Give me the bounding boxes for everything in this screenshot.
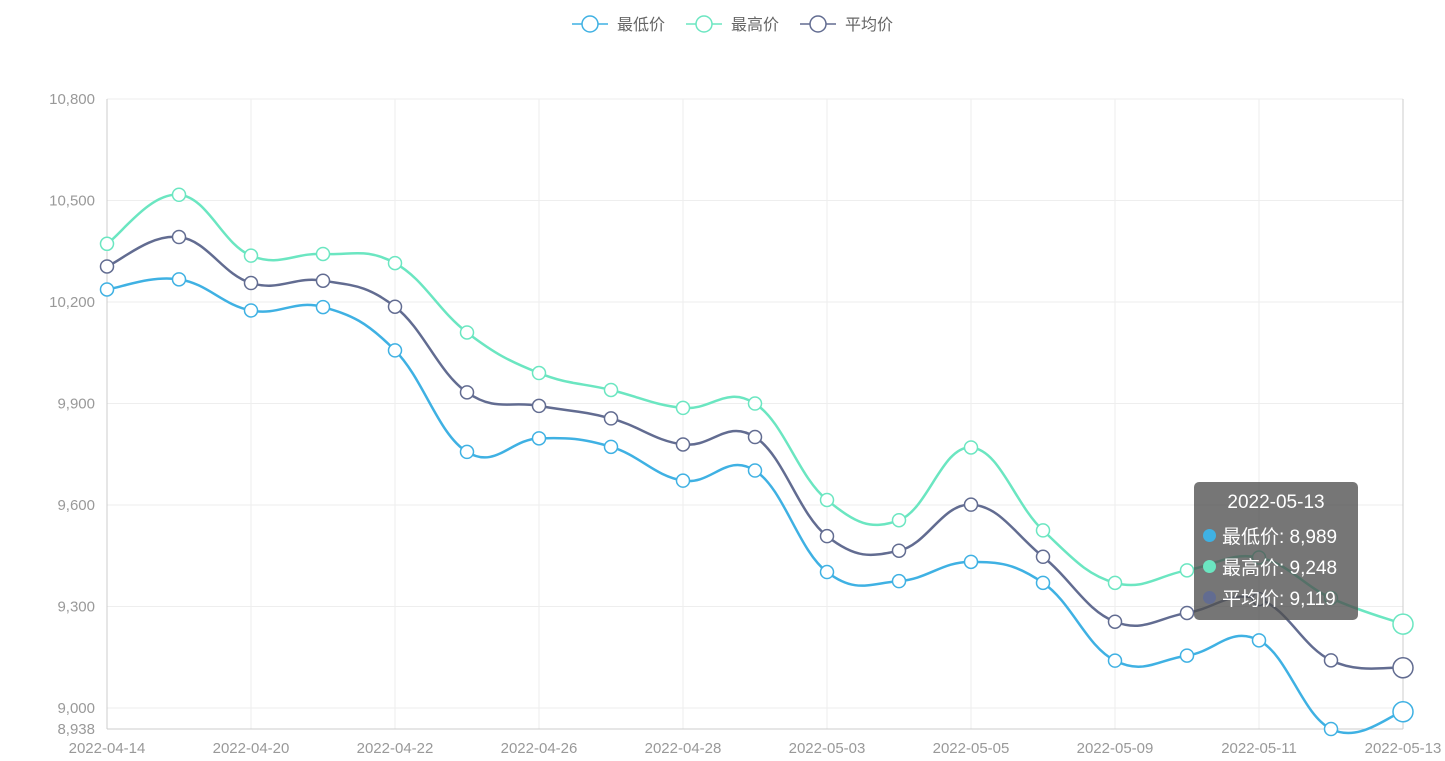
data-point (963, 497, 979, 512)
tooltip-row-avg: 平均价: 9,119 (1203, 582, 1358, 613)
data-point (387, 343, 403, 358)
y-tick-label: 9,000 (57, 700, 95, 717)
series-points (99, 187, 1414, 737)
tooltip-row-low: 最低价: 8,989 (1203, 520, 1358, 551)
tooltip-row-high: 最高价: 9,248 (1203, 551, 1358, 582)
data-point (531, 431, 547, 446)
data-point (99, 282, 115, 297)
data-point (99, 236, 115, 252)
data-point (387, 255, 403, 271)
legend-marker (809, 15, 827, 33)
data-point (459, 385, 475, 400)
data-point (315, 246, 331, 262)
tooltip-dot-avg (1203, 591, 1216, 604)
data-point (891, 573, 907, 589)
y-tick-label: 10,800 (49, 91, 95, 108)
legend-label: 最高价 (731, 16, 779, 34)
data-point (171, 229, 187, 245)
x-tick-label: 2022-05-05 (933, 740, 1010, 757)
data-point (243, 275, 259, 291)
legend-label: 最低价 (617, 16, 665, 34)
data-point (171, 187, 187, 203)
data-point (891, 543, 907, 558)
data-point (99, 259, 115, 274)
data-point (243, 248, 259, 263)
x-tick-label: 2022-05-03 (789, 740, 866, 757)
tooltip-text-low: 最低价: 8,989 (1222, 527, 1338, 548)
data-point (1179, 648, 1195, 663)
data-point (387, 299, 403, 314)
y-tick-label: 10,500 (49, 193, 95, 210)
data-point (675, 437, 691, 452)
data-point (1107, 614, 1123, 629)
data-point (603, 411, 619, 426)
x-tick-label: 2022-05-13 (1365, 740, 1442, 757)
data-point (603, 439, 619, 455)
tooltip-dot-high (1203, 560, 1216, 573)
data-point (819, 528, 835, 544)
data-point (459, 325, 475, 340)
data-point (1035, 523, 1051, 538)
x-tick-label: 2022-04-28 (645, 740, 722, 757)
data-point (819, 564, 835, 580)
tooltip-text-avg: 平均价: 9,119 (1222, 589, 1336, 610)
data-point (531, 398, 547, 414)
legend-marker (581, 15, 599, 33)
data-point (1251, 633, 1267, 648)
y-tick-label: 9,600 (57, 497, 95, 514)
tooltip-dot-low (1203, 529, 1216, 542)
x-tick-label: 2022-05-11 (1221, 740, 1297, 757)
legend-marker (695, 15, 713, 33)
x-tick-label: 2022-04-26 (501, 740, 578, 757)
data-point (459, 444, 475, 460)
data-point (1392, 657, 1414, 679)
data-point (747, 396, 763, 411)
data-point (603, 382, 619, 398)
data-point (315, 299, 331, 315)
data-point (1107, 575, 1123, 591)
legend[interactable]: 最低价 最高价 平均价 (572, 15, 893, 34)
x-tick-label: 2022-04-14 (69, 740, 146, 757)
data-point (1179, 563, 1195, 578)
y-tick-label: 10,200 (49, 294, 95, 311)
y-tick-label: 9,300 (57, 599, 95, 616)
y-tick-label: 9,900 (57, 396, 95, 413)
legend-label: 平均价 (845, 16, 893, 34)
y-tick-label: 8,938 (57, 721, 95, 738)
data-point (171, 272, 187, 287)
data-point (1323, 721, 1339, 737)
data-point (531, 365, 547, 381)
data-point (747, 463, 763, 478)
data-point (1035, 549, 1051, 565)
x-tick-label: 2022-05-09 (1077, 740, 1154, 757)
data-point (675, 473, 691, 488)
data-point (963, 440, 979, 455)
data-point (1035, 575, 1051, 591)
tooltip-text-high: 最高价: 9,248 (1222, 558, 1338, 579)
data-point (1107, 653, 1123, 668)
x-tick-label: 2022-04-22 (357, 740, 434, 757)
data-point (1392, 613, 1414, 635)
data-point (1323, 653, 1339, 668)
data-point (747, 429, 763, 445)
tooltip-date: 2022-05-13 (1227, 492, 1325, 513)
data-point (243, 303, 259, 318)
data-point (1392, 700, 1414, 723)
data-point (1179, 605, 1195, 621)
data-point (963, 554, 979, 570)
grid (107, 98, 1403, 729)
x-tick-label: 2022-04-20 (213, 740, 290, 757)
axes: 8,938 9,000 9,300 9,600 9,900 10,200 10,500 10,… (49, 91, 1441, 757)
data-point (891, 512, 907, 528)
data-point (675, 400, 691, 416)
data-point (315, 273, 331, 288)
tooltip: 2022-05-13 最低价: 8,989 最高价: 9,248 平均价: 9,… (1194, 482, 1358, 620)
data-point (819, 492, 835, 508)
